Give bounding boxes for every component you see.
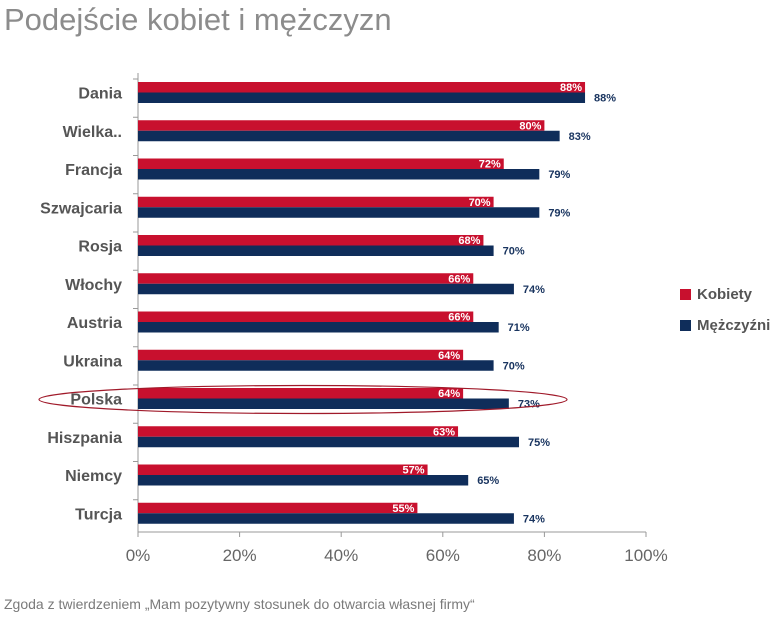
category-label: Polska (70, 392, 122, 409)
bar-kobiety (138, 464, 428, 475)
bar-kobiety (138, 502, 418, 514)
x-tick-label: 20% (223, 546, 257, 565)
data-label-mezczyzni: 74% (523, 284, 545, 296)
data-label-kobiety: 63% (433, 426, 455, 438)
legend-label-mezczyzni: Mężczyźni (697, 316, 771, 334)
category-label: Turcja (75, 506, 122, 523)
x-tick-label: 40% (324, 546, 358, 565)
category-label: Hiszpania (47, 430, 122, 447)
data-label-kobiety: 72% (479, 159, 501, 171)
bar-mezczyzni (138, 130, 560, 142)
legend-item-kobiety: Kobiety (680, 285, 752, 303)
category-label: Niemcy (65, 468, 122, 485)
bar-kobiety (138, 196, 494, 208)
category-label: Rosja (78, 239, 122, 256)
chart-title: Podejście kobiet i mężczyzn (4, 2, 392, 37)
x-tick-label: 0% (126, 546, 151, 565)
data-label-mezczyzni: 65% (477, 475, 499, 487)
category-label: Szwajcaria (40, 200, 122, 217)
legend-swatch-mezczyzni (680, 319, 691, 331)
x-tick-label: 60% (426, 546, 460, 565)
category-label: Austria (67, 315, 122, 332)
bar-mezczyzni (138, 322, 499, 333)
data-label-mezczyzni: 79% (548, 207, 570, 219)
data-label-mezczyzni: 70% (503, 360, 525, 372)
bar-kobiety (138, 158, 504, 169)
data-label-kobiety: 88% (560, 82, 582, 94)
bar-mezczyzni (138, 475, 469, 486)
data-label-kobiety: 66% (448, 273, 470, 285)
x-tick-label: 80% (527, 546, 561, 565)
category-label: Włochy (65, 277, 122, 294)
bar-kobiety (138, 388, 464, 399)
data-label-mezczyzni: 71% (508, 322, 530, 334)
bar-mezczyzni (138, 360, 494, 371)
bar-mezczyzni (138, 398, 509, 409)
data-label-mezczyzni: 70% (503, 246, 525, 258)
bar-mezczyzni (138, 513, 514, 524)
bar-mezczyzni (138, 92, 586, 103)
data-label-kobiety: 80% (519, 120, 541, 132)
category-label: Francja (65, 162, 122, 179)
data-label-kobiety: 64% (438, 388, 460, 400)
data-label-kobiety: 64% (438, 350, 460, 362)
data-label-mezczyzni: 74% (523, 513, 545, 525)
data-label-mezczyzni: 79% (548, 169, 570, 181)
data-label-kobiety: 66% (448, 312, 470, 324)
data-label-kobiety: 57% (403, 465, 425, 477)
category-label: Dania (78, 86, 122, 103)
bar-kobiety (138, 235, 484, 246)
bar-mezczyzni (138, 436, 519, 448)
highlight-ellipse (38, 384, 568, 415)
data-label-kobiety: 70% (469, 197, 491, 209)
bar-kobiety (138, 426, 459, 437)
bar-kobiety (138, 120, 545, 131)
data-label-mezczyzni: 75% (528, 437, 550, 449)
bar-chart: 0% 20% 40% 60% 80% 100% Dania 88% 88% Wielka.. 80%… (38, 73, 668, 565)
category-label: Wielka.. (63, 124, 122, 141)
data-label-mezczyzni: 83% (569, 131, 591, 143)
bar-mezczyzni (138, 245, 494, 256)
bar-mezczyzni (138, 169, 540, 180)
category-label: Ukraina (63, 353, 122, 370)
bar-kobiety (138, 82, 586, 93)
footnote: Zgoda z twierdzeniem „Mam pozytywny stos… (4, 596, 475, 612)
legend-item-mezczyzni: Mężczyźni (680, 316, 770, 334)
data-label-kobiety: 55% (392, 503, 414, 515)
data-label-mezczyzni: 73% (518, 399, 540, 411)
data-label-kobiety: 68% (458, 235, 480, 247)
bar-mezczyzni (138, 207, 540, 218)
x-tick-label: 100% (624, 546, 667, 565)
bar-kobiety (138, 349, 464, 361)
legend-label-kobiety: Kobiety (697, 285, 753, 303)
bar-mezczyzni (138, 283, 514, 295)
bar-kobiety (138, 273, 474, 284)
legend-swatch-kobiety (680, 288, 691, 300)
data-label-mezczyzni: 88% (594, 93, 616, 105)
bar-kobiety (138, 311, 474, 322)
